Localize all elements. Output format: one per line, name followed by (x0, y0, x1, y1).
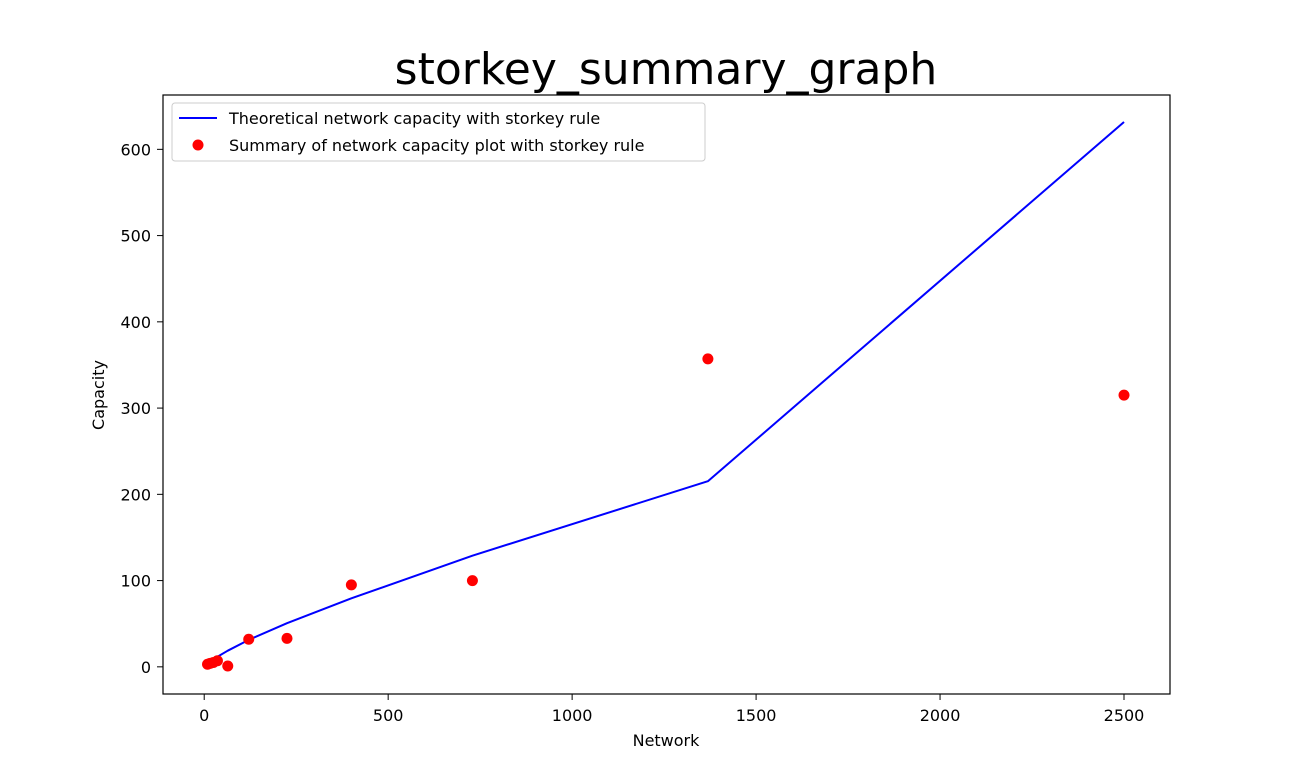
x-axis: 0 500 1000 1500 2000 2500 (199, 694, 1144, 725)
theoretical-capacity-line (212, 121, 1125, 661)
y-tick-label: 600 (120, 140, 151, 159)
x-tick-label: 0 (199, 706, 209, 725)
x-axis-label: Network (633, 731, 701, 750)
y-tick-label: 300 (120, 399, 151, 418)
y-tick-label: 100 (120, 572, 151, 591)
capacity-point (702, 353, 714, 365)
x-tick-label: 500 (373, 706, 404, 725)
x-tick-label: 1500 (736, 706, 777, 725)
legend-entry-line: Theoretical network capacity with storke… (228, 109, 600, 128)
plot-area (202, 121, 1130, 672)
y-axis-label: Capacity (89, 360, 108, 430)
x-tick-label: 2000 (920, 706, 961, 725)
legend-entry-points: Summary of network capacity plot with st… (229, 136, 644, 155)
y-tick-label: 500 (120, 227, 151, 246)
capacity-point (1118, 389, 1130, 401)
y-axis: 0 100 200 300 400 500 600 (120, 140, 163, 677)
legend-frame (171, 102, 706, 162)
capacity-point (222, 660, 234, 672)
y-tick-label: 0 (141, 658, 151, 677)
capacity-point (211, 655, 223, 667)
legend: Theoretical network capacity with storke… (171, 102, 706, 162)
capacity-point (466, 575, 478, 587)
capacity-point (243, 633, 255, 645)
chart-title: storkey_summary_graph (395, 44, 938, 95)
plot-frame (162, 94, 1171, 695)
y-tick-label: 200 (120, 485, 151, 504)
x-tick-label: 1000 (552, 706, 593, 725)
capacity-point (281, 632, 293, 644)
capacity-point (345, 579, 357, 591)
x-tick-label: 2500 (1104, 706, 1145, 725)
y-tick-label: 400 (120, 313, 151, 332)
legend-marker-swatch (192, 139, 204, 151)
